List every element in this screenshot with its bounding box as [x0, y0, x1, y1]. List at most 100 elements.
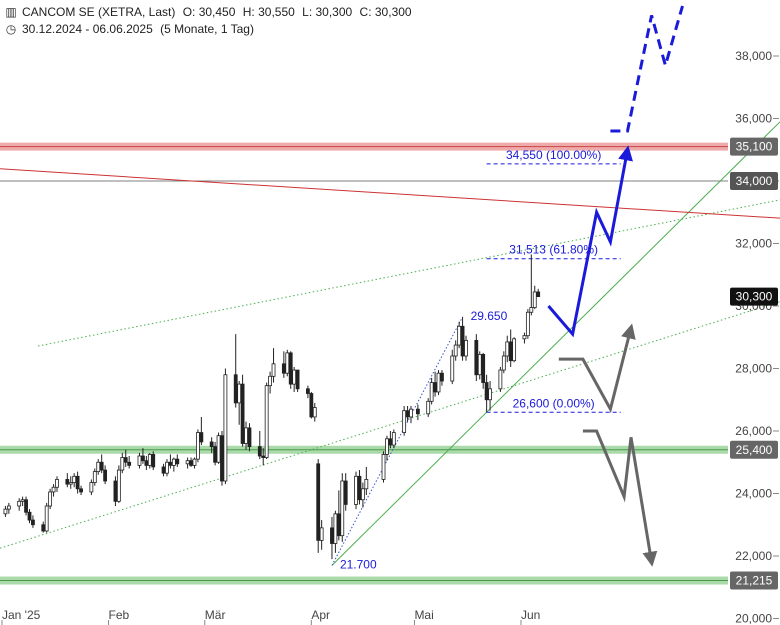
candle-body [137, 455, 142, 466]
candle-body [20, 499, 25, 502]
candle-body [285, 352, 290, 374]
x-tick-label: Apr [311, 608, 330, 622]
trendlines [0, 121, 780, 566]
candle-body [247, 427, 252, 448]
candle-body [261, 455, 266, 458]
x-tick-label: Feb [109, 608, 130, 622]
candle-body [240, 383, 245, 444]
candle-body [436, 372, 441, 393]
horizontal-levels [0, 142, 728, 585]
candle-body [474, 339, 479, 376]
projection-gray-arrow [558, 323, 636, 414]
y-tick-label: 32,000 [735, 237, 772, 251]
candles [3, 254, 541, 560]
candle-body [488, 388, 492, 401]
candle-body [65, 479, 70, 485]
candle-body [402, 410, 407, 433]
candle-body [6, 505, 11, 510]
candle-body [27, 511, 32, 521]
fibonacci-levels: 34,550 (100.00%) 31,513 (61.80%) 26,600 (0… [486, 148, 621, 413]
candle-body [171, 458, 176, 466]
low-value: L: 30,300 [302, 5, 353, 19]
candle-body [271, 363, 276, 377]
candle-body [175, 458, 180, 465]
x-tick-label: Mär [205, 608, 226, 622]
candle-body [415, 408, 420, 415]
candle-body [460, 325, 465, 357]
candle-body [116, 469, 121, 502]
candle-body [75, 475, 80, 490]
projection-blue-dashed [610, 5, 684, 133]
candle-body [357, 475, 362, 501]
symbol-label: CANCOM SE (XETRA, Last) [22, 5, 176, 19]
candle-body [92, 471, 97, 483]
price-tag [730, 287, 778, 306]
candle-body [440, 372, 444, 382]
clock-icon: ◷ [5, 22, 17, 36]
price-tag-label: 30,300 [736, 290, 773, 304]
candle-body [312, 407, 317, 418]
candle-body [89, 482, 94, 493]
candle-body [309, 393, 314, 418]
candle-body [433, 382, 437, 393]
candle-body [450, 355, 455, 382]
candle-body [295, 369, 300, 390]
candle-body [364, 479, 369, 490]
candle-body [127, 461, 132, 466]
price-tag [730, 440, 778, 459]
candle-body [44, 505, 49, 532]
axes: 20,00022,00024,00026,00028,00030,00032,0… [1, 49, 779, 625]
candle-body [113, 480, 118, 502]
trendline-green-solid [331, 121, 780, 566]
y-tick-label: 20,000 [735, 612, 772, 625]
candle-body [79, 488, 83, 493]
chart-header: ▥ CANCOM SE (XETRA, Last) O: 30,450 H: 30… [4, 5, 416, 19]
candle-body [484, 382, 489, 401]
candle-body [223, 374, 228, 482]
x-tick-label: Mai [414, 608, 433, 622]
candle-body [343, 480, 348, 505]
candle-body [120, 457, 125, 471]
projections [547, 5, 684, 567]
candle-body [185, 460, 190, 465]
candle-body [330, 527, 334, 544]
candle-body [268, 375, 272, 387]
candle-body [391, 432, 396, 446]
candle-body [68, 482, 73, 485]
candle-body [257, 446, 262, 457]
candle-body [233, 374, 238, 404]
candle-body [333, 513, 338, 544]
candle-body [209, 441, 214, 448]
projection-blue-solid-arrow [547, 145, 633, 338]
candle-body [340, 480, 345, 537]
candle-body [72, 475, 77, 483]
y-tick-label: 28,000 [735, 362, 772, 376]
price-tag [730, 172, 778, 190]
candle-body [532, 291, 537, 308]
candle-body [525, 311, 530, 337]
candle-body [55, 479, 59, 488]
candle-body [306, 388, 310, 394]
candle-body [481, 354, 486, 383]
trendline-green-dotted [37, 199, 780, 347]
candle-body [144, 460, 149, 466]
candle-body [498, 369, 503, 390]
candle-body [429, 382, 434, 402]
candle-body [168, 461, 173, 466]
candle-body [141, 455, 145, 462]
candle-body [426, 400, 431, 415]
candle-body [336, 513, 341, 537]
candle-body [385, 438, 389, 455]
candle-body [17, 500, 22, 507]
candle-body [147, 454, 152, 466]
y-tick-label: 24,000 [735, 487, 772, 501]
candle-body [237, 383, 242, 404]
candle-body [51, 486, 56, 493]
x-tick-label: Jan '25 [2, 608, 41, 622]
candle-body [512, 338, 517, 362]
candle-body [354, 475, 358, 505]
candle-body [360, 488, 365, 501]
candle-body [405, 410, 410, 418]
candle-body [213, 446, 217, 463]
date-range: 30.12.2024 - 06.06.2025 [22, 22, 153, 36]
